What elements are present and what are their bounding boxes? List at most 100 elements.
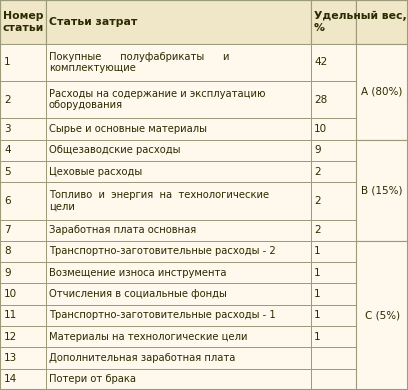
Text: B (15%): B (15%) [361, 185, 403, 195]
Text: A (80%): A (80%) [361, 87, 403, 97]
Bar [311, 369, 356, 390]
Bar [0, 182, 46, 220]
Bar [0, 347, 46, 369]
Bar [0, 161, 46, 182]
Bar [356, 241, 408, 262]
Bar [46, 347, 311, 369]
Text: Отчисления в социальные фонды: Отчисления в социальные фонды [49, 289, 227, 299]
Bar [0, 369, 46, 390]
Text: 2: 2 [314, 225, 321, 235]
Text: Возмещение износа инструмента: Возмещение износа инструмента [49, 268, 226, 278]
Bar [0, 140, 46, 161]
Bar [0, 262, 46, 284]
Text: Потери от брака: Потери от брака [49, 374, 136, 384]
Bar [356, 44, 408, 140]
Bar [356, 262, 408, 284]
Text: 1: 1 [314, 332, 321, 342]
Text: Сырье и основные материалы: Сырье и основные материалы [49, 124, 207, 134]
Bar [46, 81, 311, 118]
Bar [356, 81, 408, 118]
Bar [311, 347, 356, 369]
Text: 7: 7 [4, 225, 11, 235]
Text: Номер
статьи: Номер статьи [2, 11, 44, 33]
Text: 4: 4 [4, 145, 11, 155]
Bar [46, 140, 311, 161]
Bar [46, 182, 311, 220]
Bar [356, 347, 408, 369]
Bar [0, 241, 46, 262]
Text: 12: 12 [4, 332, 17, 342]
Bar [0, 326, 46, 347]
Bar [311, 140, 356, 161]
Bar [311, 81, 356, 118]
Bar [356, 44, 408, 81]
Text: 14: 14 [4, 374, 17, 384]
Text: 11: 11 [4, 310, 17, 321]
Bar [0, 220, 46, 241]
Bar [46, 161, 311, 182]
Bar [311, 262, 356, 284]
Text: Удельный вес,
%: Удельный вес, % [314, 11, 406, 33]
Bar [311, 305, 356, 326]
Text: 9: 9 [4, 268, 11, 278]
Text: Цеховые расходы: Цеховые расходы [49, 167, 142, 177]
Bar [0, 81, 46, 118]
Text: 13: 13 [4, 353, 17, 363]
Text: Заработная плата основная: Заработная плата основная [49, 225, 196, 235]
Text: 9: 9 [314, 145, 321, 155]
Bar [46, 326, 311, 347]
Text: 42: 42 [314, 57, 327, 67]
Bar [356, 140, 408, 241]
Text: Общезаводские расходы: Общезаводские расходы [49, 145, 180, 155]
Bar [356, 220, 408, 241]
Text: Расходы на содержание и эксплуатацию
оборудования: Расходы на содержание и эксплуатацию обо… [49, 89, 266, 110]
Text: 1: 1 [314, 310, 321, 321]
Text: 8: 8 [4, 246, 11, 257]
Text: 3: 3 [4, 124, 11, 134]
Bar [356, 0, 408, 44]
Bar [0, 44, 46, 81]
Text: 1: 1 [314, 246, 321, 257]
Bar [356, 369, 408, 390]
Text: 2: 2 [314, 167, 321, 177]
Bar [46, 220, 311, 241]
Text: 2: 2 [4, 95, 11, 105]
Bar [46, 0, 311, 44]
Text: Топливо  и  энергия  на  технологические
цели: Топливо и энергия на технологические цел… [49, 190, 269, 212]
Bar [46, 369, 311, 390]
Bar [0, 305, 46, 326]
Text: Покупные      полуфабрикаты      и
комплектующие: Покупные полуфабрикаты и комплектующие [49, 51, 229, 73]
Bar [311, 220, 356, 241]
Bar [356, 161, 408, 182]
Bar [356, 182, 408, 220]
Text: Транспортно-заготовительные расходы - 2: Транспортно-заготовительные расходы - 2 [49, 246, 276, 257]
Bar [356, 140, 408, 161]
Text: 5: 5 [4, 167, 11, 177]
Bar [311, 44, 356, 81]
Bar [46, 262, 311, 284]
Bar [311, 284, 356, 305]
Text: 1: 1 [314, 268, 321, 278]
Text: 1: 1 [4, 57, 11, 67]
Text: C (5%): C (5%) [364, 310, 400, 321]
Text: 10: 10 [4, 289, 17, 299]
Text: Статьи затрат: Статьи затрат [49, 17, 137, 27]
Bar [0, 284, 46, 305]
Text: 28: 28 [314, 95, 327, 105]
Text: 10: 10 [314, 124, 327, 134]
Bar [311, 182, 356, 220]
Bar [356, 241, 408, 390]
Text: 2: 2 [314, 196, 321, 206]
Bar [46, 118, 311, 140]
Bar [46, 241, 311, 262]
Bar [311, 326, 356, 347]
Bar [356, 326, 408, 347]
Bar [46, 284, 311, 305]
Bar [0, 0, 46, 44]
Bar [311, 161, 356, 182]
Text: Материалы на технологические цели: Материалы на технологические цели [49, 332, 248, 342]
Bar [311, 0, 356, 44]
Bar [46, 44, 311, 81]
Text: 1: 1 [314, 289, 321, 299]
Bar [311, 241, 356, 262]
